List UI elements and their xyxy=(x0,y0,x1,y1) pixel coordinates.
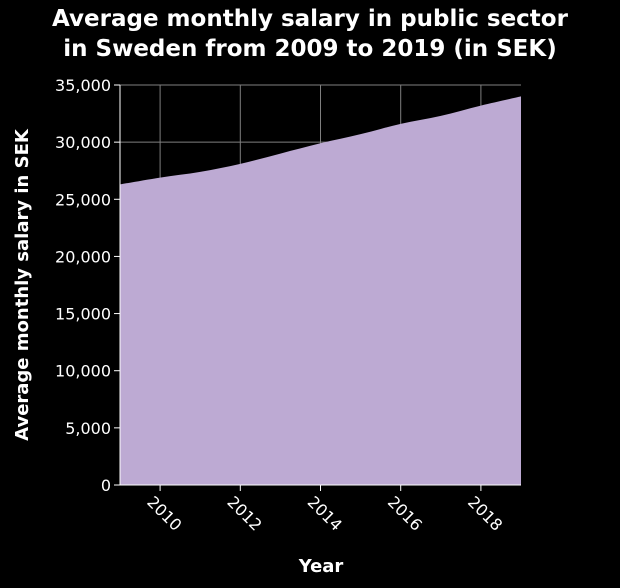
chart-title: Average monthly salary in public sector … xyxy=(0,4,620,64)
y-tick-label: 20,000 xyxy=(55,247,111,266)
x-tick-label: 2014 xyxy=(304,492,346,534)
x-axis-ticks: 2010 2012 2014 2016 2018 xyxy=(143,485,506,535)
y-tick-label: 10,000 xyxy=(55,362,111,381)
x-tick-label: 2012 xyxy=(223,492,265,534)
x-axis-label: Year xyxy=(298,556,344,577)
y-axis-label: Average monthly salary in SEK xyxy=(12,128,33,441)
y-tick-label: 30,000 xyxy=(55,133,111,152)
y-tick-label: 25,000 xyxy=(55,190,111,209)
y-tick-label: 15,000 xyxy=(55,305,111,324)
y-tick-label: 35,000 xyxy=(55,76,111,95)
y-tick-label: 0 xyxy=(101,476,111,495)
x-tick-label: 2018 xyxy=(464,492,506,534)
y-tick-label: 5,000 xyxy=(65,419,111,438)
x-tick-label: 2010 xyxy=(143,492,185,534)
y-axis-ticks: 0 5,000 10,000 15,000 20,000 25,000 30,000 35,0… xyxy=(55,76,120,495)
x-tick-label: 2016 xyxy=(384,492,426,534)
chart-title-line-2: in Sweden from 2009 to 2019 (in SEK) xyxy=(63,36,557,62)
area-series xyxy=(120,96,521,485)
chart-title-line-1: Average monthly salary in public sector xyxy=(52,6,568,32)
